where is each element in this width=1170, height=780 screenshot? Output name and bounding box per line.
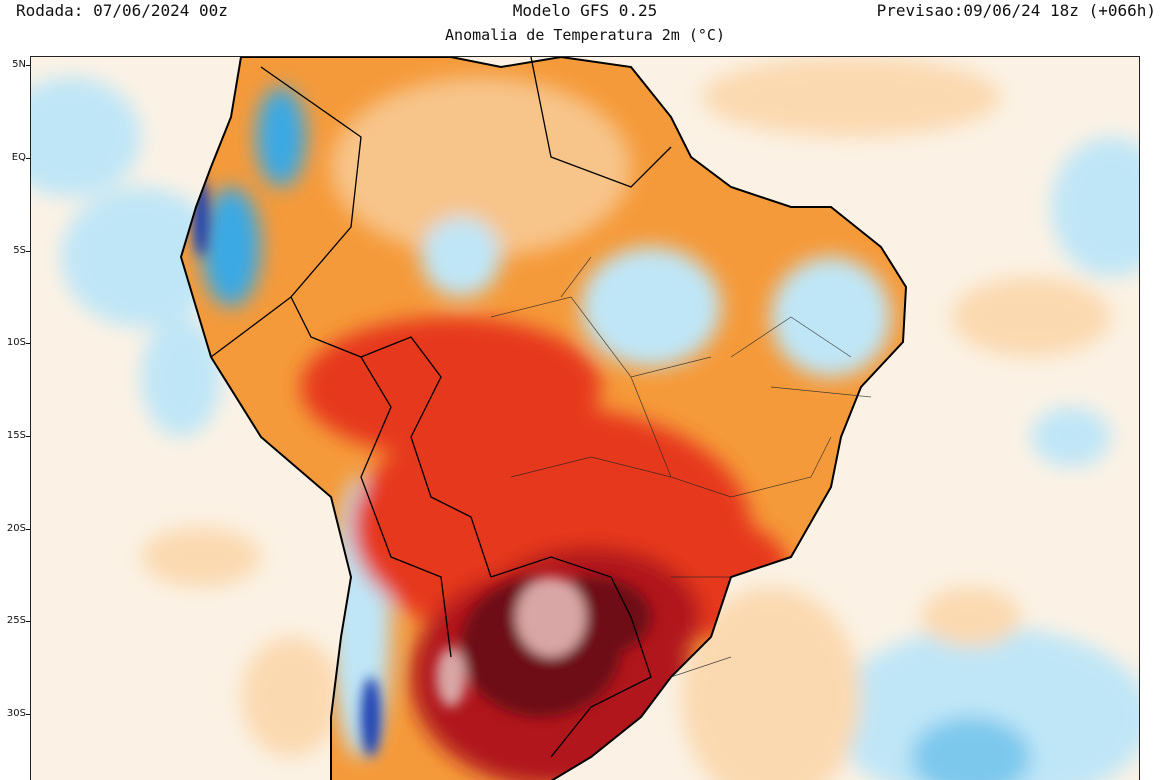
lat-label-10s: 10S [6,337,26,348]
lat-label-5s: 5S [13,245,26,256]
ocean-anomaly-layer [31,57,1139,780]
forecast-time-label: Previsao:09/06/24 18z (+066h) [876,1,1156,20]
map-subtitle: Anomalia de Temperatura 2m (°C) [445,26,725,44]
state-borders [490,256,872,678]
run-date-label: Rodada: 07/06/2024 00z [16,1,228,20]
map-canvas [31,57,1139,780]
lat-label-5n: 5N [12,59,26,70]
lat-label-eq: EQ [11,152,26,163]
lat-label-15s: 15S [6,430,26,441]
temperature-anomaly-map [30,56,1140,780]
lat-label-20s: 20S [6,523,26,534]
country-borders [210,57,672,758]
lat-label-30s: 30S [6,708,26,719]
lat-label-25s: 25S [6,615,26,626]
model-name-label: Modelo GFS 0.25 [512,1,658,20]
